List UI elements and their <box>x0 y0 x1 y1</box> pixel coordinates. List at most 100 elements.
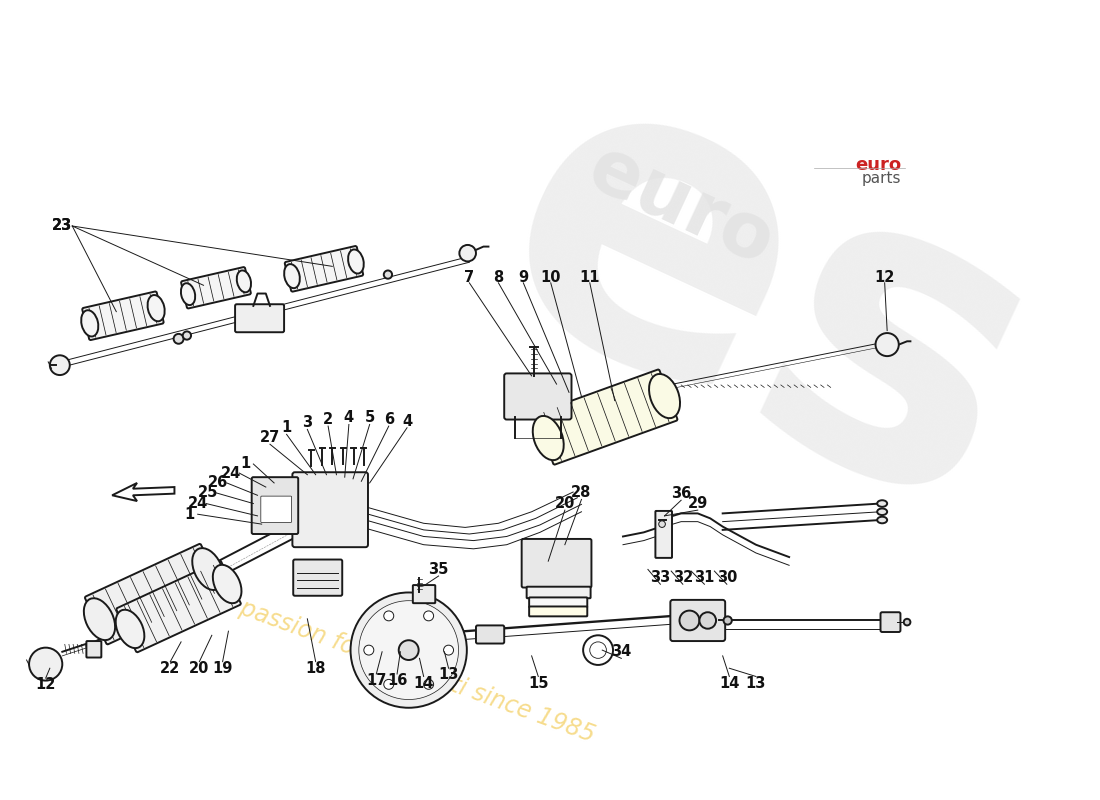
Text: 18: 18 <box>306 661 326 676</box>
Ellipse shape <box>877 500 888 507</box>
Circle shape <box>384 679 394 690</box>
FancyBboxPatch shape <box>521 539 592 587</box>
Text: 8: 8 <box>493 270 504 285</box>
Text: 22: 22 <box>161 661 180 676</box>
Text: 27: 27 <box>260 430 280 445</box>
Text: 29: 29 <box>688 496 708 511</box>
Circle shape <box>384 611 394 621</box>
Circle shape <box>364 645 374 655</box>
Text: 16: 16 <box>387 673 407 688</box>
FancyBboxPatch shape <box>670 600 725 641</box>
Text: 35: 35 <box>428 562 449 577</box>
Text: 6: 6 <box>384 412 394 427</box>
Text: 14: 14 <box>719 675 739 690</box>
Text: 33: 33 <box>650 570 671 585</box>
Text: es: es <box>439 10 1090 601</box>
Circle shape <box>424 611 433 621</box>
FancyBboxPatch shape <box>529 606 587 616</box>
Circle shape <box>29 648 63 681</box>
Circle shape <box>384 270 392 278</box>
Text: a passion for Maserati since 1985: a passion for Maserati since 1985 <box>216 589 598 747</box>
Circle shape <box>460 245 476 262</box>
Ellipse shape <box>180 283 195 305</box>
Ellipse shape <box>192 548 223 590</box>
FancyBboxPatch shape <box>261 496 292 522</box>
Text: 36: 36 <box>671 486 691 501</box>
Text: 25: 25 <box>198 486 218 500</box>
FancyBboxPatch shape <box>527 586 591 598</box>
Ellipse shape <box>236 270 251 292</box>
FancyBboxPatch shape <box>182 267 251 309</box>
Text: 10: 10 <box>540 270 561 285</box>
FancyBboxPatch shape <box>252 477 298 534</box>
Ellipse shape <box>284 264 300 288</box>
Circle shape <box>659 521 666 527</box>
FancyBboxPatch shape <box>285 246 363 292</box>
FancyBboxPatch shape <box>82 291 164 340</box>
Text: 17: 17 <box>366 673 386 688</box>
Text: 14: 14 <box>414 675 433 690</box>
Text: 3: 3 <box>302 415 312 430</box>
Text: 20: 20 <box>554 496 575 511</box>
Circle shape <box>590 642 606 658</box>
Ellipse shape <box>532 416 563 460</box>
Circle shape <box>359 601 459 699</box>
Text: 12: 12 <box>874 270 894 285</box>
Circle shape <box>398 640 419 660</box>
Text: 34: 34 <box>612 644 631 659</box>
Text: 9: 9 <box>518 270 528 285</box>
FancyBboxPatch shape <box>294 559 342 596</box>
FancyBboxPatch shape <box>504 374 572 419</box>
Text: 24: 24 <box>188 496 208 511</box>
Circle shape <box>876 333 899 356</box>
Circle shape <box>904 619 911 626</box>
FancyBboxPatch shape <box>536 370 678 465</box>
FancyBboxPatch shape <box>476 626 504 643</box>
Text: 1: 1 <box>185 506 195 522</box>
Ellipse shape <box>877 517 888 523</box>
Text: 11: 11 <box>580 270 600 285</box>
Ellipse shape <box>84 598 116 640</box>
Text: 20: 20 <box>189 661 209 676</box>
Ellipse shape <box>147 295 165 322</box>
Ellipse shape <box>81 310 98 337</box>
Text: 4: 4 <box>344 410 354 426</box>
Circle shape <box>583 635 613 665</box>
Ellipse shape <box>348 250 364 274</box>
Text: euro: euro <box>576 132 785 282</box>
Text: 13: 13 <box>439 667 459 682</box>
FancyBboxPatch shape <box>656 511 672 558</box>
FancyBboxPatch shape <box>85 544 222 644</box>
Text: 1: 1 <box>240 457 250 471</box>
Ellipse shape <box>649 374 680 418</box>
Text: 31: 31 <box>694 570 715 585</box>
Ellipse shape <box>116 610 144 648</box>
Text: 12: 12 <box>35 678 56 692</box>
Text: 30: 30 <box>716 570 737 585</box>
Circle shape <box>443 645 453 655</box>
Ellipse shape <box>212 565 242 603</box>
Circle shape <box>50 355 69 375</box>
Text: 24: 24 <box>221 466 241 481</box>
Circle shape <box>424 679 433 690</box>
Text: 1: 1 <box>282 420 292 435</box>
Text: 23: 23 <box>52 218 73 234</box>
Text: 4: 4 <box>402 414 412 429</box>
Text: 13: 13 <box>746 675 766 690</box>
Text: 32: 32 <box>673 570 693 585</box>
FancyBboxPatch shape <box>412 585 436 603</box>
Text: 2: 2 <box>323 412 333 427</box>
FancyBboxPatch shape <box>293 472 368 547</box>
Ellipse shape <box>877 509 888 515</box>
Text: 15: 15 <box>528 675 549 690</box>
Circle shape <box>174 334 184 344</box>
Circle shape <box>700 612 716 629</box>
Text: 7: 7 <box>464 270 474 285</box>
FancyBboxPatch shape <box>235 304 284 332</box>
Text: parts: parts <box>861 171 901 186</box>
Circle shape <box>680 610 700 630</box>
FancyBboxPatch shape <box>880 612 901 632</box>
Circle shape <box>183 331 191 340</box>
Text: 5: 5 <box>364 410 375 426</box>
Text: euro: euro <box>855 156 901 174</box>
